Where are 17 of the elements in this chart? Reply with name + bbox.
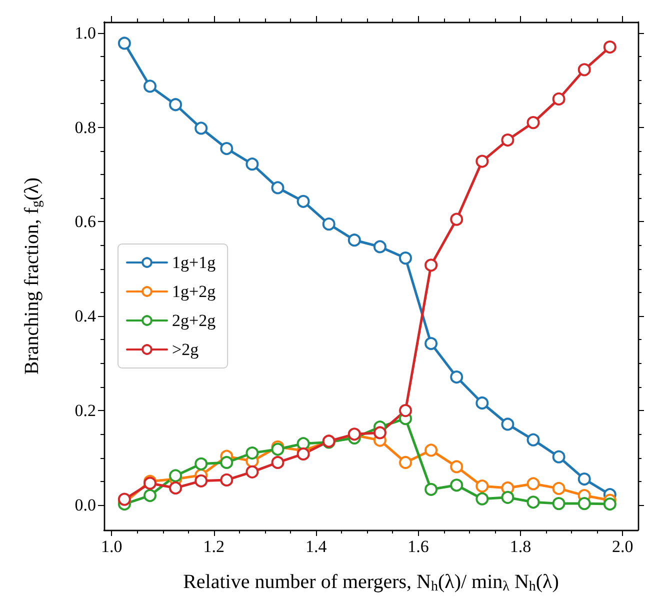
y-axis-title: Branching fraction, fg(λ) <box>21 177 44 375</box>
x-tick-label: 1.6 <box>408 537 429 556</box>
x-tick-label: 1.4 <box>305 537 328 556</box>
y-tick-label: 0.6 <box>74 212 96 232</box>
y-tick-label: 0.8 <box>74 118 96 137</box>
x-tick-label: 1.0 <box>101 537 122 556</box>
x-tick-label: 1.2 <box>203 537 224 556</box>
legend-label: 2g+2g <box>172 311 216 330</box>
y-tick-label: 0.0 <box>74 495 96 514</box>
legend-label: 1g+2g <box>172 282 216 301</box>
y-tick-label: 1.0 <box>74 23 96 42</box>
x-tick-label: 1.8 <box>510 537 532 556</box>
y-tick-label: 0.4 <box>74 306 96 326</box>
legend-label: >2g <box>172 340 200 359</box>
y-tick-label: 0.2 <box>74 401 96 420</box>
x-tick-label: 2.0 <box>612 537 634 556</box>
legend-label: 1g+1g <box>172 253 216 272</box>
